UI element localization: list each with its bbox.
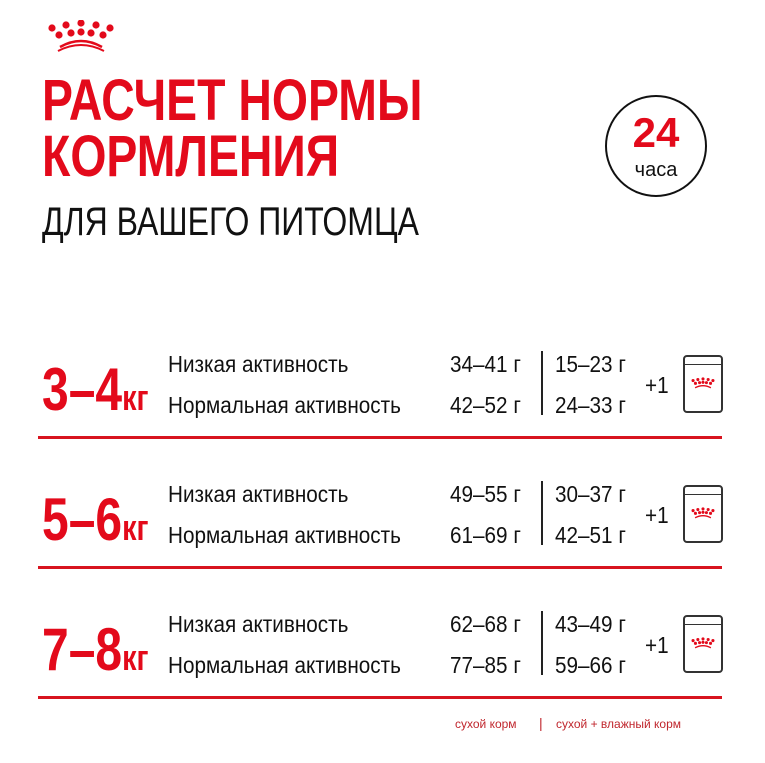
normal-activity-label: Нормальная активность (168, 522, 401, 548)
plus-one-pouch: +1 (645, 632, 669, 658)
title-line-2: КОРМЛЕНИЯ (42, 124, 340, 189)
weight-range: 7–8кг (42, 616, 149, 683)
wet-food-pouch-icon (683, 355, 723, 413)
row-divider (38, 696, 722, 699)
column-separator (541, 481, 543, 545)
legend-dry: сухой корм (455, 717, 517, 731)
badge-unit: часа (634, 159, 678, 181)
normal-mixed-value: 42–51 г (555, 522, 626, 548)
normal-dry-value: 77–85 г (450, 652, 521, 678)
24-hours-badge: 24 часа (605, 95, 707, 197)
wet-food-pouch-icon (683, 485, 723, 543)
column-separator (541, 351, 543, 415)
normal-activity-label: Нормальная активность (168, 392, 401, 418)
low-activity-label: Низкая активность (168, 611, 349, 637)
low-mixed-value: 15–23 г (555, 351, 626, 377)
column-separator (541, 611, 543, 675)
low-dry-value: 62–68 г (450, 611, 521, 637)
royal-canin-crown-logo (48, 20, 114, 52)
wet-food-pouch-icon (683, 615, 723, 673)
low-activity-label: Низкая активность (168, 481, 349, 507)
normal-dry-value: 61–69 г (450, 522, 521, 548)
title-line-1: РАСЧЕТ НОРМЫ (42, 68, 423, 133)
low-mixed-value: 43–49 г (555, 611, 626, 637)
normal-mixed-value: 59–66 г (555, 652, 626, 678)
low-dry-value: 49–55 г (450, 481, 521, 507)
title-line-3: ДЛЯ ВАШЕГО ПИТОМЦА (42, 200, 419, 244)
weight-range: 3–4кг (42, 356, 149, 423)
low-activity-label: Низкая активность (168, 351, 349, 377)
plus-one-pouch: +1 (645, 502, 669, 528)
badge-number: 24 (632, 109, 680, 156)
row-divider (38, 436, 722, 439)
normal-activity-label: Нормальная активность (168, 652, 401, 678)
row-divider (38, 566, 722, 569)
plus-one-pouch: +1 (645, 372, 669, 398)
weight-range: 5–6кг (42, 486, 149, 553)
low-mixed-value: 30–37 г (555, 481, 626, 507)
low-dry-value: 34–41 г (450, 351, 521, 377)
normal-dry-value: 42–52 г (450, 392, 521, 418)
legend-mixed: сухой + влажный корм (556, 717, 681, 731)
legend-separator: | (539, 715, 543, 731)
normal-mixed-value: 24–33 г (555, 392, 626, 418)
